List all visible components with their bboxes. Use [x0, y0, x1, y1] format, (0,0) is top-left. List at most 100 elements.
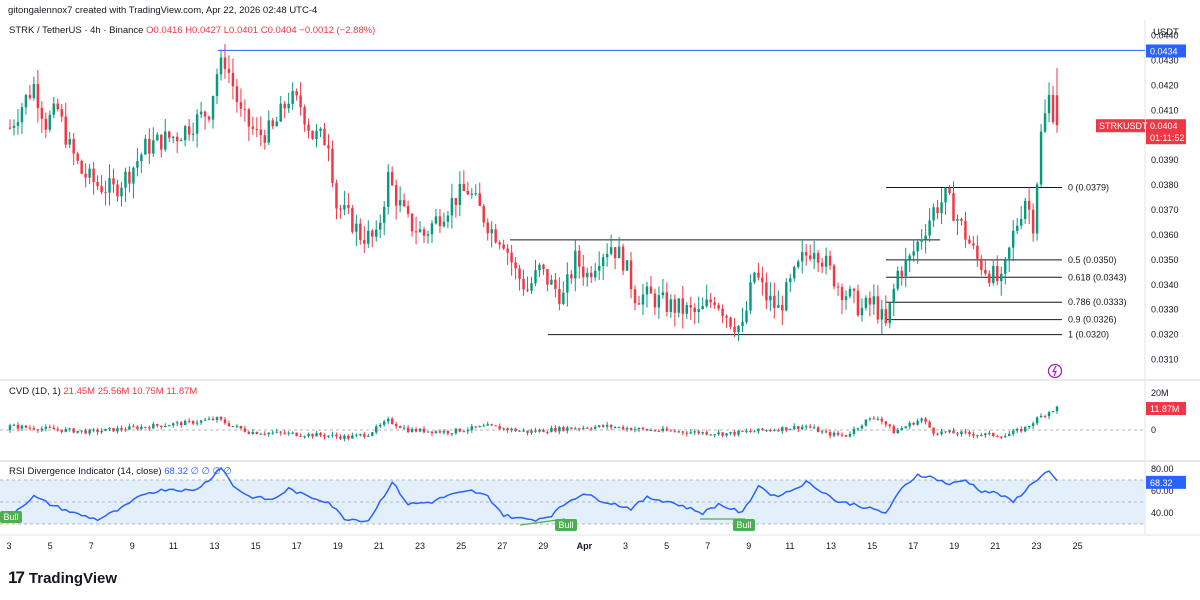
cvd-bar[interactable] — [303, 436, 306, 438]
candle-body[interactable] — [800, 252, 804, 262]
cvd-bar[interactable] — [219, 417, 223, 420]
cvd-bar[interactable] — [1043, 415, 1047, 417]
cvd-bar[interactable] — [88, 429, 91, 434]
cvd-bar[interactable] — [709, 434, 712, 436]
cvd-bar[interactable] — [1031, 423, 1035, 426]
cvd-bar[interactable] — [932, 427, 935, 434]
candle-body[interactable] — [673, 299, 677, 313]
cvd-bar[interactable] — [645, 428, 649, 431]
candle-body[interactable] — [227, 68, 231, 73]
candle-body[interactable] — [872, 296, 876, 305]
candle-body[interactable] — [980, 258, 983, 270]
candle-body[interactable] — [490, 229, 493, 234]
candle-body[interactable] — [422, 229, 426, 236]
cvd-bar[interactable] — [28, 427, 32, 429]
cvd-bar[interactable] — [120, 428, 123, 430]
candle-body[interactable] — [207, 116, 211, 120]
cvd-bar[interactable] — [239, 425, 243, 429]
candle-body[interactable] — [287, 103, 290, 109]
candle-body[interactable] — [530, 283, 533, 291]
cvd-bar[interactable] — [621, 426, 625, 430]
candle-body[interactable] — [948, 187, 951, 194]
candle-body[interactable] — [1027, 200, 1031, 210]
cvd-bar[interactable] — [848, 434, 852, 437]
candle-body[interactable] — [92, 168, 95, 183]
candle-body[interactable] — [824, 255, 828, 267]
candle-body[interactable] — [546, 269, 549, 285]
lightning-alert-icon[interactable] — [1047, 363, 1063, 379]
cvd-bar[interactable] — [876, 418, 880, 420]
candle-body[interactable] — [816, 253, 820, 263]
candle-body[interactable] — [701, 306, 704, 310]
candle-body[interactable] — [140, 154, 143, 162]
candle-body[interactable] — [677, 298, 681, 313]
cvd-bar[interactable] — [757, 428, 760, 432]
candle-body[interactable] — [394, 185, 398, 206]
candle-body[interactable] — [964, 220, 967, 240]
candle-body[interactable] — [263, 135, 267, 143]
candle-body[interactable] — [40, 107, 44, 119]
cvd-bar[interactable] — [394, 423, 398, 427]
candle-body[interactable] — [972, 243, 975, 246]
candle-body[interactable] — [279, 103, 282, 122]
candle-body[interactable] — [944, 187, 947, 203]
cvd-bar[interactable] — [203, 419, 207, 421]
candle-body[interactable] — [160, 134, 163, 150]
cvd-bar[interactable] — [605, 424, 609, 427]
cvd-bar[interactable] — [231, 426, 235, 428]
candle-body[interactable] — [136, 161, 139, 168]
candle-body[interactable] — [554, 279, 557, 289]
cvd-bar[interactable] — [836, 432, 840, 435]
candle-body[interactable] — [239, 102, 243, 109]
cvd-bar[interactable] — [912, 423, 915, 425]
cvd-bar[interactable] — [72, 428, 75, 433]
candle-body[interactable] — [76, 153, 79, 161]
candle-body[interactable] — [60, 109, 63, 117]
cvd-bar[interactable] — [765, 430, 768, 432]
candle-body[interactable] — [291, 91, 294, 104]
cvd-bar[interactable] — [307, 433, 310, 437]
candle-body[interactable] — [864, 297, 868, 308]
candle-body[interactable] — [860, 307, 864, 316]
candle-body[interactable] — [128, 171, 131, 184]
candle-body[interactable] — [164, 131, 167, 150]
cvd-bar[interactable] — [398, 426, 402, 429]
cvd-bar[interactable] — [597, 425, 601, 427]
cvd-bar[interactable] — [128, 426, 131, 430]
candle-body[interactable] — [510, 252, 513, 263]
rsi-line[interactable] — [9, 466, 1058, 523]
candle-body[interactable] — [932, 207, 935, 221]
candle-body[interactable] — [876, 296, 880, 320]
candle-body[interactable] — [892, 288, 896, 304]
candle-body[interactable] — [100, 186, 103, 193]
candle-body[interactable] — [80, 160, 83, 174]
candle-body[interactable] — [578, 250, 581, 267]
candle-body[interactable] — [928, 220, 931, 236]
cvd-bar[interactable] — [502, 428, 505, 430]
candle-body[interactable] — [566, 274, 569, 293]
cvd-bar[interactable] — [474, 426, 478, 428]
candle-body[interactable] — [96, 182, 99, 187]
cvd-bar[interactable] — [112, 428, 115, 432]
candle-body[interactable] — [311, 130, 314, 139]
cvd-bar[interactable] — [546, 432, 549, 434]
candle-body[interactable] — [597, 265, 601, 271]
candle-body[interactable] — [20, 107, 24, 123]
candle-body[interactable] — [379, 222, 382, 230]
candle-body[interactable] — [785, 282, 788, 311]
candle-body[interactable] — [243, 108, 247, 110]
candle-body[interactable] — [550, 279, 553, 285]
symbol-price-tag[interactable]: STRKUSDT — [1096, 119, 1148, 133]
cvd-bar[interactable] — [582, 427, 585, 429]
cvd-bar[interactable] — [227, 423, 231, 427]
candle-body[interactable] — [144, 138, 147, 155]
cvd-bar[interactable] — [359, 434, 362, 436]
cvd-bar[interactable] — [800, 426, 804, 430]
candle-body[interactable] — [478, 193, 481, 206]
candle-body[interactable] — [789, 278, 792, 283]
cvd-bar[interactable] — [665, 428, 669, 431]
cvd-bar[interactable] — [323, 435, 326, 437]
candle-body[interactable] — [1031, 209, 1035, 234]
cvd-bar[interactable] — [8, 425, 12, 430]
cvd-bar[interactable] — [593, 426, 597, 429]
